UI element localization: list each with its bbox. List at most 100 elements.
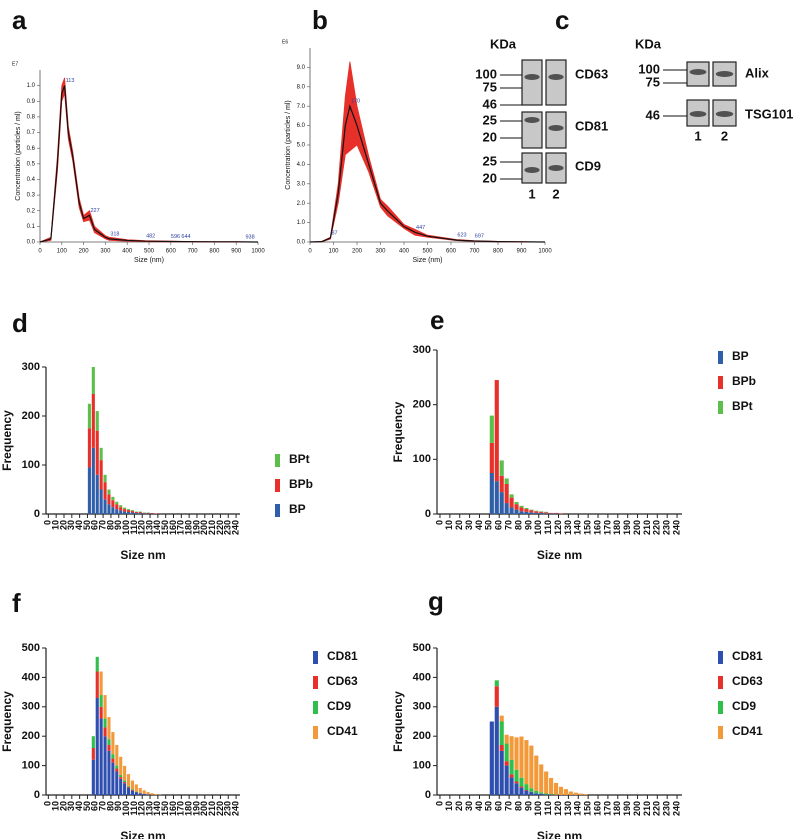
y-tick-label: 400: [413, 671, 431, 683]
bar: [91, 747, 95, 760]
marker-label: 100: [475, 66, 497, 81]
bar: [529, 745, 534, 789]
y-tick-label: 9.0: [297, 65, 306, 71]
bar: [553, 782, 559, 795]
x-tick-label: 40: [474, 801, 484, 811]
bar: [524, 790, 529, 795]
x-tick-label: 80: [105, 801, 115, 811]
bar: [126, 785, 131, 787]
marker-label: 25: [483, 112, 497, 127]
x-tick-label: 210: [207, 801, 217, 816]
bar: [142, 790, 146, 794]
bar: [519, 507, 524, 512]
bar: [130, 789, 134, 791]
bar: [509, 736, 514, 760]
bar: [583, 794, 588, 795]
legend-label: CD41: [327, 724, 358, 738]
x-tick-label: 40: [474, 520, 484, 530]
x-tick-label: 180: [612, 520, 622, 535]
x-tick-label: 600: [166, 249, 177, 255]
peak-label: 644: [181, 234, 190, 240]
bar: [119, 505, 123, 508]
y-tick-label: 500: [413, 642, 431, 654]
y-tick-label: 0.1: [27, 224, 36, 230]
bar: [524, 509, 529, 512]
bar: [111, 507, 115, 514]
y-tick-label: 6.0: [297, 123, 306, 129]
bar: [111, 758, 115, 763]
bar: [499, 745, 504, 751]
x-tick-label: 160: [168, 520, 178, 535]
legend-label: CD41: [732, 724, 763, 738]
x-tick-label: 150: [160, 801, 170, 816]
x-tick-label: 1000: [251, 249, 265, 255]
bar: [509, 494, 514, 498]
y-tick-label: 0.8: [27, 114, 36, 120]
bar: [489, 473, 494, 514]
legend-swatch: [313, 651, 318, 664]
x-tick-label: 230: [662, 801, 672, 816]
bar: [126, 774, 131, 786]
error-band: [309, 61, 546, 243]
x-tick-label: 90: [523, 801, 533, 811]
peak-label: 482: [146, 234, 155, 240]
bar: [111, 754, 115, 759]
y-axis-label: Concentration (particles / ml): [285, 100, 292, 189]
marker-label: 75: [646, 74, 660, 89]
mean-line: [39, 85, 259, 243]
bar: [123, 765, 127, 781]
bar: [514, 783, 519, 795]
y-tick-label: 300: [22, 701, 40, 713]
panel-letter: g: [428, 586, 444, 616]
bar: [514, 504, 519, 510]
bar: [529, 792, 534, 795]
legend-swatch: [313, 676, 318, 689]
bar: [489, 442, 494, 473]
bar: [544, 794, 549, 795]
bar: [558, 786, 564, 795]
x-tick-label: 140: [573, 801, 583, 816]
bar: [95, 411, 99, 431]
x-tick-label: 900: [231, 249, 242, 255]
bar: [123, 782, 127, 784]
bar: [146, 792, 150, 795]
bar: [539, 793, 544, 795]
bar: [107, 745, 111, 751]
lane-label: 2: [552, 186, 559, 201]
legend-swatch: [718, 676, 723, 689]
bar: [130, 790, 134, 791]
x-tick-label: 210: [642, 520, 652, 535]
protein-label: CD63: [575, 66, 608, 81]
x-tick-label: 180: [184, 520, 194, 535]
bar: [553, 512, 559, 514]
mean-line: [309, 104, 546, 243]
legend-swatch: [275, 454, 280, 467]
x-tick-label: 800: [209, 249, 220, 255]
blot-lane: [521, 59, 543, 106]
x-tick-label: 90: [113, 520, 123, 530]
bar: [123, 780, 127, 783]
bar: [123, 511, 127, 514]
legend-label: CD63: [327, 674, 358, 688]
bar: [524, 784, 529, 791]
x-tick-label: 20: [58, 520, 68, 530]
x-tick-label: 1000: [538, 249, 552, 255]
x-tick-label: 60: [494, 801, 504, 811]
protein-label: CD81: [575, 118, 608, 133]
bar: [529, 788, 534, 792]
marker-label: 20: [483, 170, 497, 185]
x-tick-label: 100: [121, 801, 131, 816]
bar: [146, 794, 150, 795]
x-tick-label: 50: [484, 801, 494, 811]
bar: [524, 740, 529, 785]
bar: [494, 686, 499, 707]
bar: [553, 513, 559, 514]
bar: [544, 512, 549, 514]
bar: [99, 671, 103, 696]
y-tick-label: 0.3: [27, 193, 36, 199]
x-tick-label: 160: [168, 801, 178, 816]
bar: [150, 793, 154, 795]
x-axis-label: Size (nm): [413, 257, 443, 264]
x-tick-label: 80: [513, 801, 523, 811]
x-tick-label: 20: [454, 520, 464, 530]
